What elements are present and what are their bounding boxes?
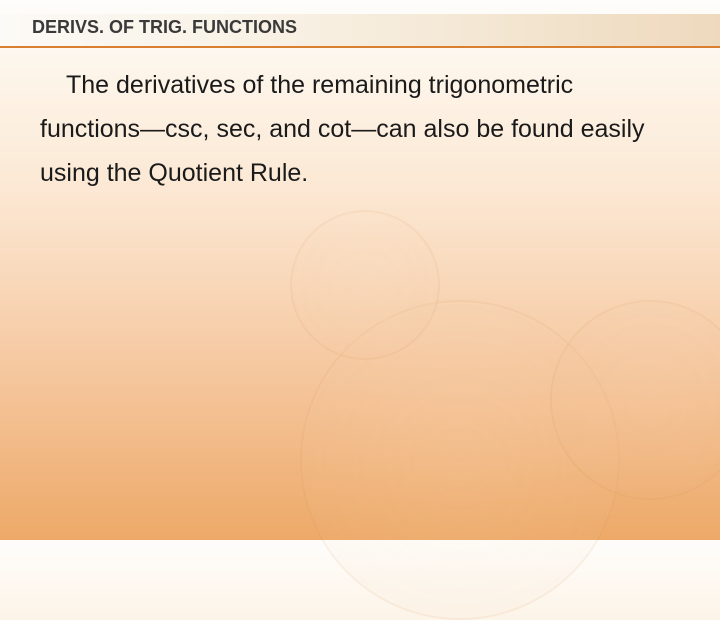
background-clock-decoration xyxy=(200,160,720,540)
clock-decoration-medium xyxy=(550,300,720,500)
header-underline xyxy=(0,46,720,48)
clock-decoration-small xyxy=(290,210,440,360)
slide-title: DERIVS. OF TRIG. FUNCTIONS xyxy=(32,17,297,38)
clock-decoration-large xyxy=(300,300,620,620)
slide-body-paragraph: The derivatives of the remaining trigono… xyxy=(40,64,680,195)
